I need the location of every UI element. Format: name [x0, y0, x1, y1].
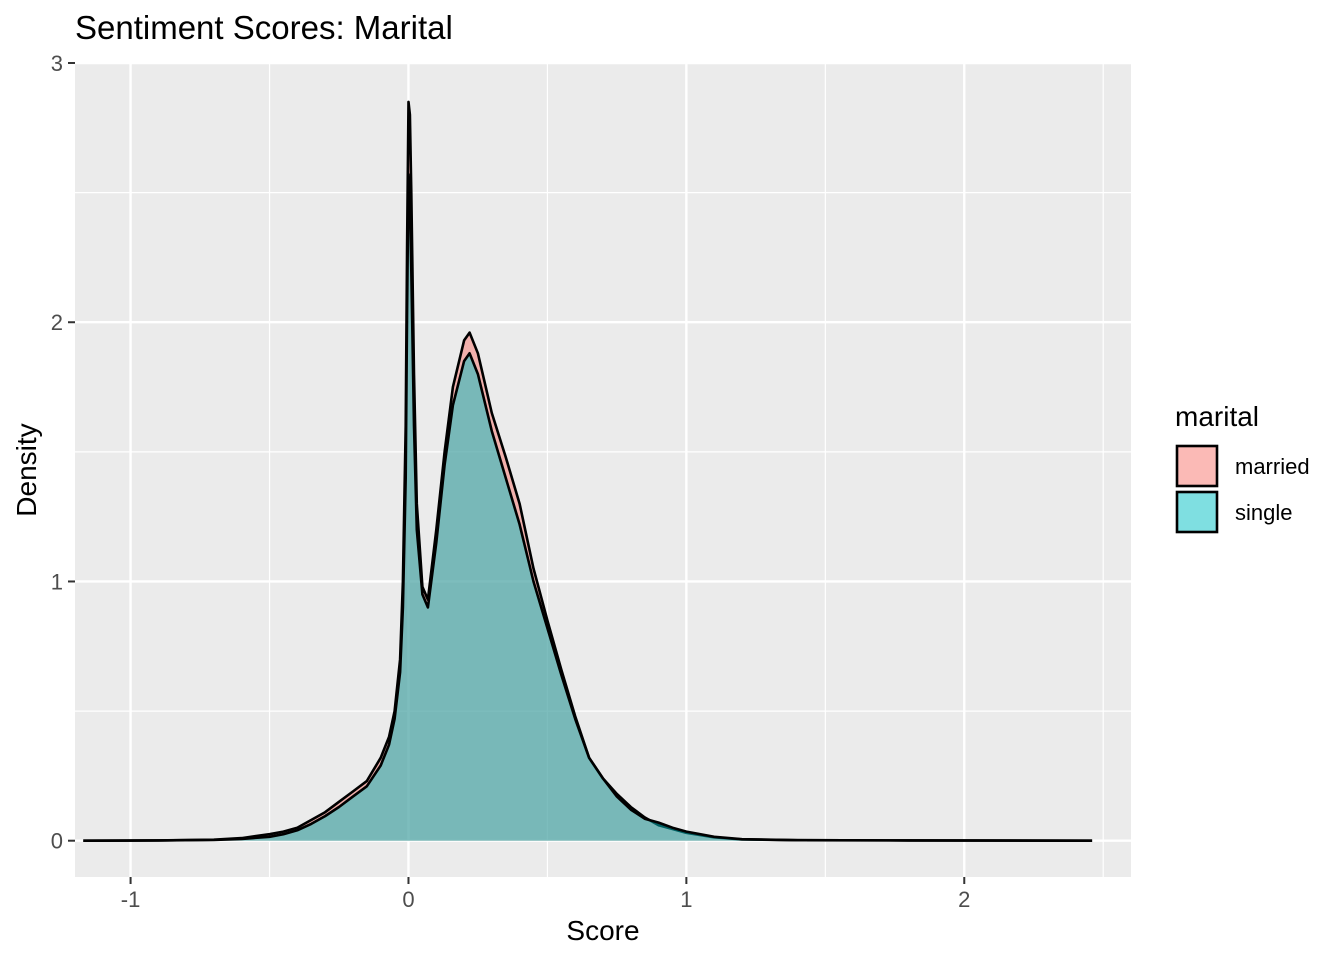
- density-line-married: [83, 100, 1093, 842]
- y-tick-label: 1: [51, 569, 63, 594]
- legend: marital married single: [1175, 401, 1310, 534]
- legend-key-married: [1175, 444, 1219, 488]
- legend-label-single: single: [1235, 500, 1292, 525]
- chart-title: Sentiment Scores: Marital: [75, 9, 453, 46]
- density-series: [83, 100, 1093, 842]
- y-tick-label: 0: [51, 829, 63, 854]
- y-axis-ticks: 0 1 2 3: [51, 51, 75, 854]
- x-axis-title: Score: [566, 915, 639, 946]
- plot-panel: [75, 63, 1131, 877]
- minor-gridlines: [75, 63, 1131, 877]
- legend-title: marital: [1175, 401, 1259, 432]
- legend-label-married: married: [1235, 454, 1310, 479]
- x-tick-label: -1: [121, 887, 141, 912]
- x-tick-label: 0: [402, 887, 414, 912]
- x-tick-label: 2: [958, 887, 970, 912]
- y-tick-label: 3: [51, 51, 63, 76]
- y-axis-title: Density: [11, 423, 42, 516]
- legend-key-single: [1175, 490, 1219, 534]
- x-axis-ticks: -1 0 1 2: [121, 877, 970, 912]
- y-tick-label: 2: [51, 310, 63, 335]
- major-gridlines: [75, 61, 1131, 877]
- x-tick-label: 1: [680, 887, 692, 912]
- density-line-single: [83, 173, 1093, 842]
